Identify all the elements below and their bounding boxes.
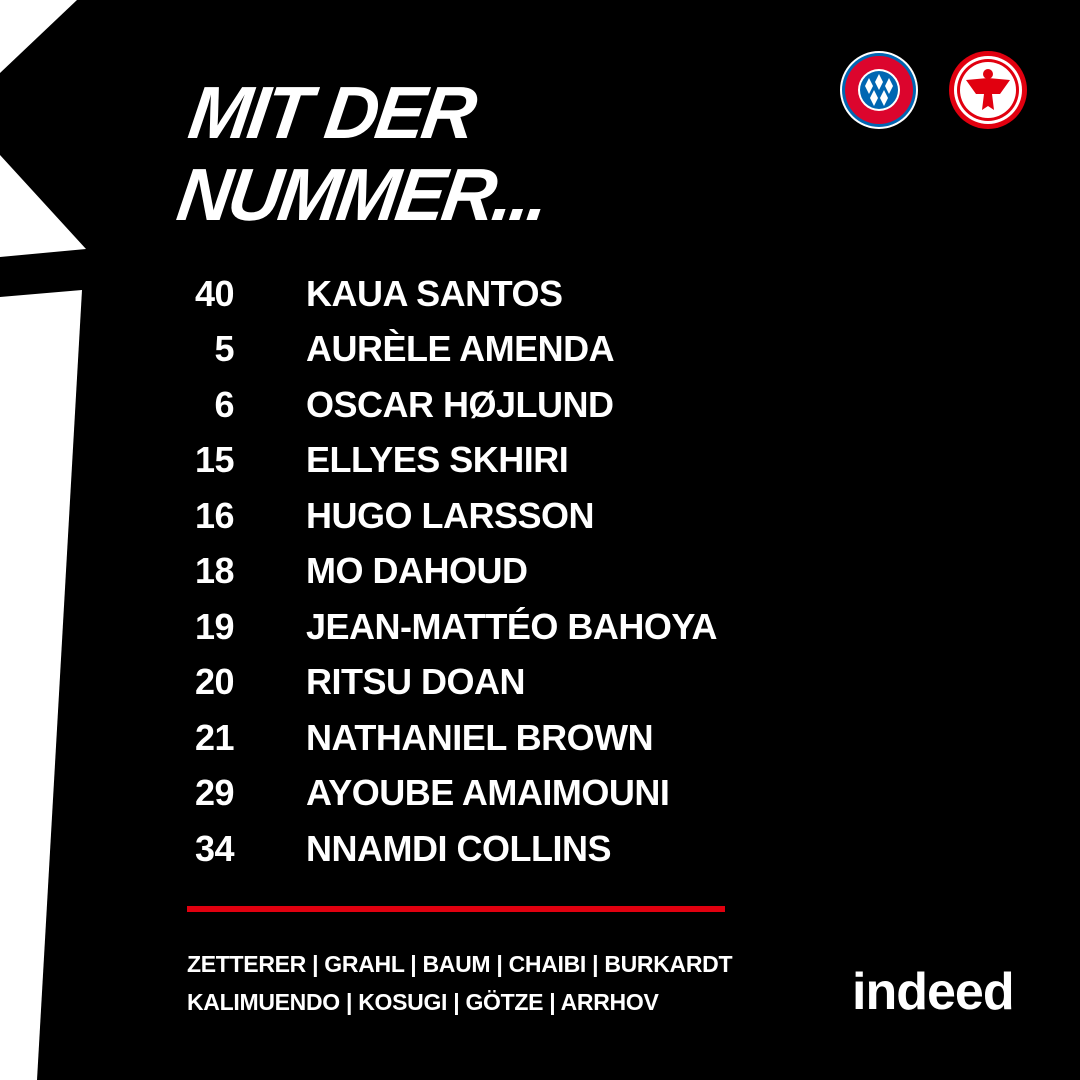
sponsor-logo: indeed — [852, 963, 1015, 1021]
player-name: Ritsu Doan — [306, 661, 526, 703]
lineup-row: 34 Nnamdi Collins — [184, 821, 717, 877]
eintracht-logo — [949, 51, 1027, 129]
player-number: 6 — [214, 383, 234, 425]
lineup-row: 21 Nathaniel Brown — [184, 710, 717, 766]
player-name: Aurèle Amenda — [306, 328, 615, 370]
lineup-row: 40 Kaua Santos — [184, 266, 717, 322]
player-number: 21 — [194, 716, 235, 758]
page-title: MIT DER NUMMER... — [172, 71, 563, 236]
player-number: 40 — [194, 272, 235, 314]
lineup-row: 18 Mo Dahoud — [184, 544, 717, 600]
player-number: 16 — [194, 494, 235, 536]
lineup-row: 20 Ritsu Doan — [184, 655, 717, 711]
player-number: 29 — [194, 772, 235, 814]
player-name: Hugo Larsson — [306, 494, 595, 536]
title-line-2: NUMMER... — [172, 153, 552, 236]
player-name: Oscar Højlund — [306, 383, 614, 425]
player-name: Ellyes Skhiri — [306, 439, 569, 481]
player-name: Jean-Mattéo Bahoya — [306, 605, 718, 647]
lineup-row: 29 Ayoube Amaimouni — [184, 766, 717, 822]
player-number: 18 — [194, 550, 235, 592]
player-name: Kaua Santos — [306, 272, 563, 314]
lineup-row: 19 Jean-Mattéo Bahoya — [184, 599, 718, 655]
substitutes-line-2: KALIMUENDO | KOSUGI | GÖTZE | ARRHOV — [187, 989, 659, 1015]
substitutes: ZETTERER | GRAHL | BAUM | CHAIBI | BURKA… — [187, 945, 733, 1021]
player-number: 15 — [194, 439, 235, 481]
player-number: 19 — [194, 605, 235, 647]
title-line-1: MIT DER — [184, 71, 479, 154]
substitutes-line-1: ZETTERER | GRAHL | BAUM | CHAIBI | BURKA… — [187, 951, 733, 977]
player-name: Mo Dahoud — [306, 550, 528, 592]
player-number: 20 — [194, 661, 235, 703]
lineup-list: 40 Kaua Santos 5 Aurèle Amenda 6 Oscar Højl… — [184, 266, 718, 877]
player-number: 34 — [194, 827, 235, 869]
lineup-row: 15 Ellyes Skhiri — [184, 433, 717, 489]
bayern-logo — [840, 51, 918, 129]
player-name: Ayoube Amaimouni — [306, 772, 670, 814]
lineup-row: 6 Oscar Højlund — [184, 377, 717, 433]
red-divider — [187, 906, 725, 912]
player-name: Nathaniel Brown — [306, 716, 654, 758]
player-name: Nnamdi Collins — [306, 827, 611, 869]
lineup-row: 5 Aurèle Amenda — [184, 322, 717, 378]
player-number: 5 — [214, 328, 234, 370]
lineup-row: 16 Hugo Larsson — [184, 488, 717, 544]
